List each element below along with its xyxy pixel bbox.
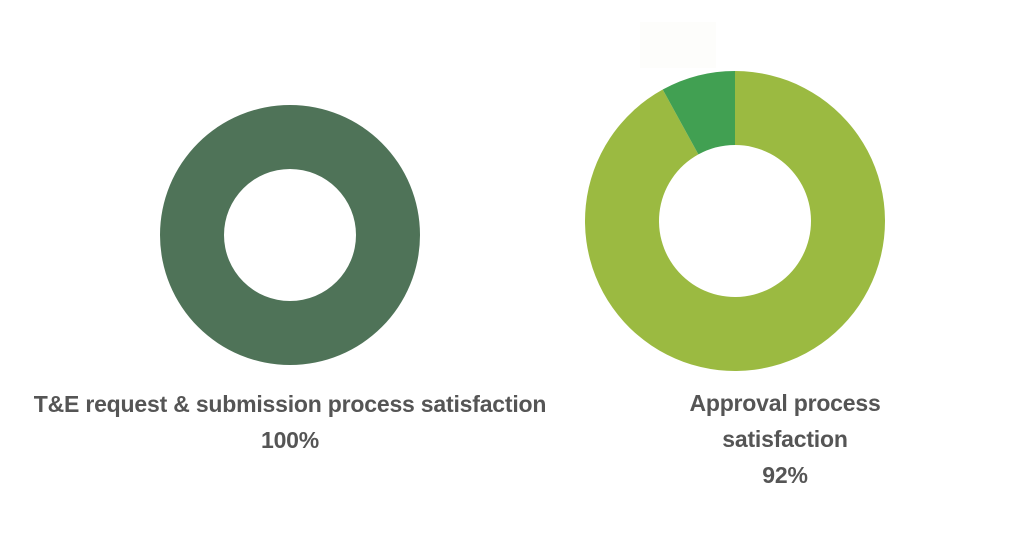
background-patch bbox=[640, 22, 716, 68]
donut-chart-approval bbox=[580, 66, 890, 376]
donut-chart-submission bbox=[150, 95, 430, 375]
donut-submission-slice-0 bbox=[160, 105, 420, 365]
caption-approval: Approval process satisfaction 92% bbox=[635, 385, 935, 493]
caption-submission: T&E request & submission process satisfa… bbox=[20, 386, 560, 458]
caption-submission-value: 100% bbox=[260, 427, 320, 453]
caption-approval-value: 92% bbox=[762, 462, 808, 488]
caption-approval-title-line-1: Approval process bbox=[689, 390, 881, 416]
donut-svg-approval bbox=[585, 71, 885, 371]
donut-approval-slice-1 bbox=[662, 71, 735, 155]
caption-submission-title: T&E request & submission process satisfa… bbox=[33, 391, 547, 417]
caption-approval-title-line-2: satisfaction bbox=[722, 426, 848, 452]
donut-approval-slice-0 bbox=[585, 71, 885, 371]
donut-svg-submission bbox=[160, 105, 420, 365]
